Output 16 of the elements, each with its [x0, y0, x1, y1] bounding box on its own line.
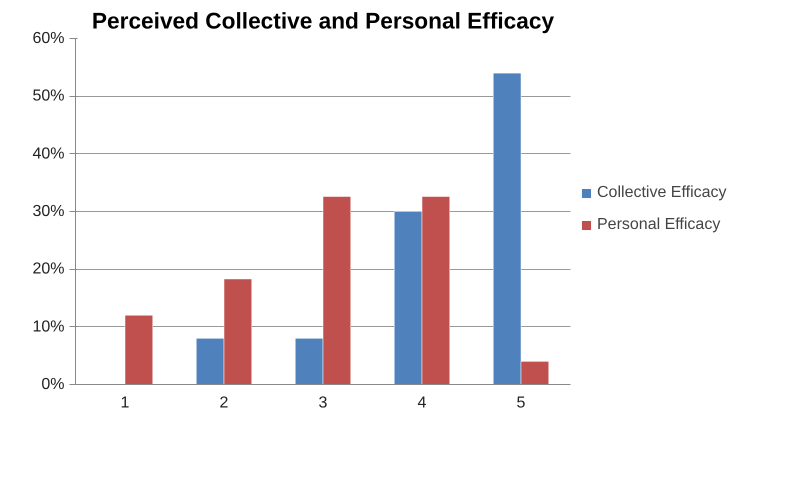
x-tick-label: 3 — [318, 394, 328, 412]
x-tick-label: 4 — [418, 394, 427, 412]
legend-label: Collective Efficacy — [597, 184, 727, 202]
y-tick-label: 60% — [32, 30, 65, 47]
x-tick-label: 2 — [220, 394, 229, 412]
legend-label: Personal Efficacy — [597, 216, 720, 234]
y-tick-label: 30% — [32, 203, 65, 220]
y-tick-label: 40% — [32, 145, 65, 162]
y-tick-label: 10% — [32, 318, 65, 336]
y-tick-label: 0% — [41, 376, 64, 393]
chart-title: Perceived Collective and Personal Efficacy — [92, 8, 554, 34]
y-tick-label: 50% — [32, 88, 65, 105]
y-tick-label: 20% — [32, 260, 65, 278]
x-tick-label: 5 — [516, 394, 526, 412]
x-tick-label: 1 — [120, 394, 130, 412]
bar — [124, 315, 153, 384]
